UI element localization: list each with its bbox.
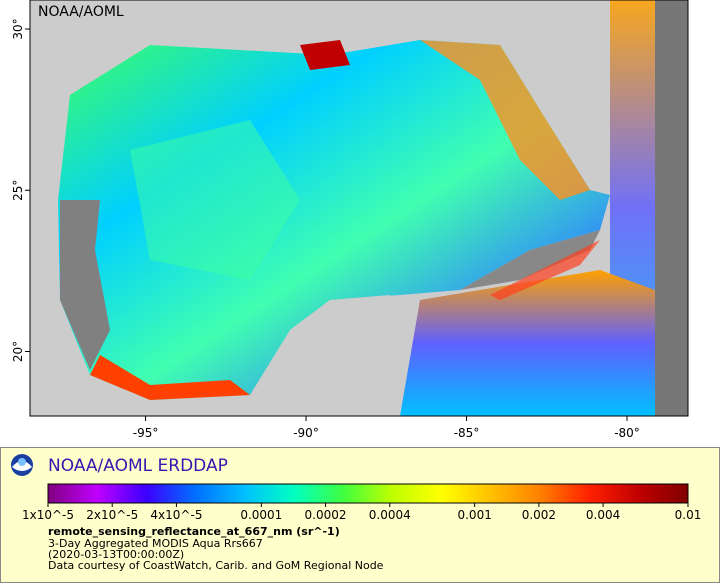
colorbar-tick-label: 0.0002 xyxy=(305,508,347,522)
x-tick-label: -85° xyxy=(454,426,480,440)
y-tick-label: 20° xyxy=(11,341,25,362)
y-tick-label: 30° xyxy=(11,18,25,39)
colorbar-tick-label: 0.0001 xyxy=(240,508,282,522)
colorbar-tick-label: 0.01 xyxy=(675,508,702,522)
x-tick-label: -95° xyxy=(133,426,159,440)
caption-dataset: 3-Day Aggregated MODIS Aqua Rrs667 xyxy=(48,537,263,550)
colorbar-tick-label: 4x10^-5 xyxy=(150,508,202,522)
brand: NOAA/AOML ERDDAP xyxy=(48,456,228,476)
colorbar-tick-label: 0.004 xyxy=(586,508,620,522)
corner-label: NOAA/AOML xyxy=(38,4,124,20)
y-tick-label: 25° xyxy=(11,180,25,201)
map-frame xyxy=(29,0,689,417)
x-tick-label: -80° xyxy=(614,426,640,440)
colorbar-tick-label: 0.002 xyxy=(522,508,556,522)
colorbar-tick-label: 2x10^-5 xyxy=(86,508,138,522)
colorbar xyxy=(47,483,689,504)
map-image xyxy=(30,0,688,416)
caption-time: (2020-03-13T00:00:00Z) xyxy=(48,548,184,561)
colorbar-tick-label: 0.0004 xyxy=(369,508,411,522)
x-tick-label: -90° xyxy=(293,426,319,440)
caption-credit: Data courtesy of CoastWatch, Carib. and … xyxy=(48,559,384,572)
noaa-logo xyxy=(11,454,33,476)
colorbar-tick-label: 0.001 xyxy=(457,508,491,522)
caption-variable: remote_sensing_reflectance_at_667_nm (sr… xyxy=(48,525,340,538)
colorbar-tick-label: 1x10^-5 xyxy=(22,508,74,522)
